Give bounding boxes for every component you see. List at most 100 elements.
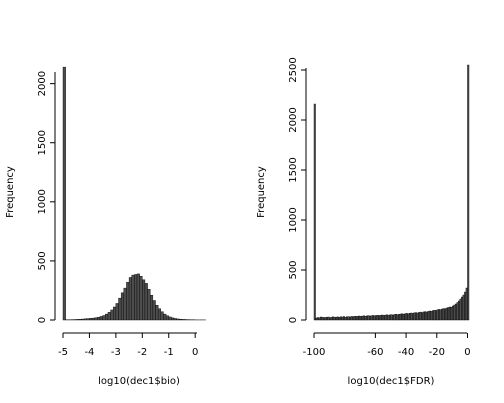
fdr-y-tick-label: 0 — [288, 317, 299, 323]
fdr-histogram-bar — [421, 312, 424, 321]
fdr-histogram-bar — [398, 314, 401, 321]
bio-x-tick-label: -4 — [84, 347, 94, 358]
fdr-histogram-bar — [316, 317, 319, 321]
fdr-y-axis-title: Frequency — [256, 166, 267, 218]
fdr-histogram-bar — [346, 316, 348, 321]
bio-histogram-bar — [62, 66, 66, 321]
fdr-histogram-bar — [323, 317, 325, 321]
fdr-histogram-bar — [451, 305, 454, 321]
bio-y-ticks: 0 500 1000 1500 2000 — [37, 71, 55, 323]
fdr-histogram-bar — [355, 316, 358, 321]
fdr-histogram-bar — [332, 316, 335, 321]
fdr-histogram-bar — [375, 315, 378, 321]
bio-histogram-bar — [105, 313, 109, 321]
fdr-histogram-bar — [319, 316, 322, 321]
fdr-histogram-bar — [313, 103, 316, 321]
fdr-y-tick-label: 500 — [288, 260, 299, 279]
fdr-histogram-bar — [321, 317, 324, 321]
fdr-histogram-bar — [454, 303, 457, 321]
fdr-histogram-bar — [453, 304, 456, 321]
fdr-histogram-bar — [338, 317, 341, 321]
bio-histogram-bar — [142, 279, 146, 321]
bio-histogram-bar — [78, 319, 82, 321]
fdr-histogram-bar — [405, 313, 408, 321]
bio-histogram-bar — [118, 297, 122, 321]
bio-histogram-bar — [89, 318, 93, 321]
fdr-histogram-bar — [412, 313, 414, 321]
bio-x-ticks: -5 -4 -3 -2 -1 0 — [58, 333, 198, 358]
bio-histogram-bar — [120, 292, 125, 321]
bio-histogram-bar — [160, 311, 164, 321]
fdr-y-tick-label: 2500 — [288, 57, 299, 82]
fdr-histogram-bar — [333, 317, 336, 321]
fdr-histogram-bar — [367, 315, 370, 321]
fdr-histogram-bar — [384, 314, 387, 321]
bio-histogram-bar — [181, 319, 185, 321]
fdr-histogram-bar — [361, 315, 364, 321]
fdr-histogram-bar — [370, 315, 373, 321]
fdr-x-tick-label: 0 — [464, 347, 470, 358]
fdr-x-ticks: -100 -60 -40 -20 0 — [303, 333, 471, 358]
fdr-histogram-bar — [465, 287, 468, 321]
bio-histogram-bar — [126, 281, 130, 321]
fdr-histogram-bar — [433, 310, 436, 321]
fdr-histogram-bar — [415, 312, 418, 321]
bio-x-tick-label: 0 — [192, 347, 198, 358]
fdr-y-tick-label: 2000 — [288, 107, 299, 132]
fdr-histogram-bar — [347, 316, 350, 321]
bio-y-tick-label: 500 — [37, 251, 48, 270]
bio-y-tick-label: 0 — [37, 317, 48, 323]
bio-histogram-bar — [91, 317, 95, 321]
bio-histogram-bar — [131, 274, 135, 321]
bio-histogram-bar — [171, 317, 175, 321]
bio-histogram-bar — [107, 312, 111, 321]
fdr-histogram-bar — [430, 311, 433, 321]
fdr-x-axis-title: log10(dec1$FDR) — [348, 376, 435, 387]
fdr-histogram-bar — [330, 317, 333, 321]
fdr-histogram-bar — [461, 296, 464, 321]
fdr-histogram-bar — [444, 308, 447, 321]
bio-x-tick-label: -5 — [58, 347, 68, 358]
bio-y-tick-label: 2000 — [37, 71, 48, 96]
bio-y-tick-label: 1500 — [37, 130, 48, 155]
fdr-histogram-bar — [378, 315, 381, 321]
fdr-histogram-bar — [396, 314, 399, 321]
fdr-histogram-bar — [410, 312, 413, 321]
fdr-histogram-bar — [344, 317, 347, 321]
fdr-histogram-bar — [381, 314, 384, 321]
bio-histogram-bar — [94, 317, 98, 321]
fdr-histogram-bar — [439, 309, 442, 321]
fdr-histogram-bar — [329, 317, 332, 321]
fdr-histogram-bar — [467, 64, 470, 321]
bio-x-tick-label: -1 — [164, 347, 174, 358]
fdr-histogram-bar — [393, 314, 396, 321]
fdr-histogram-bar — [336, 316, 339, 321]
bio-histogram-bar — [157, 308, 162, 321]
fdr-x-tick-label: -20 — [429, 347, 445, 358]
fdr-histogram-bar — [379, 315, 382, 321]
bio-x-tick-label: -2 — [137, 347, 147, 358]
bio-histogram-bar — [97, 316, 101, 321]
fdr-histogram-bar — [358, 315, 361, 321]
bio-histogram-bar — [176, 318, 180, 321]
bio-y-tick-label: 1000 — [37, 189, 48, 214]
fdr-histogram-bar — [418, 312, 421, 321]
fdr-histogram-bar — [373, 315, 376, 321]
fdr-histogram-bar — [431, 310, 434, 321]
fdr-histogram-bar — [385, 314, 388, 321]
fdr-histogram-bar — [407, 313, 410, 321]
bio-histogram-bar — [83, 318, 87, 321]
fdr-histogram-bar — [399, 313, 402, 321]
fdr-histogram-bar — [365, 315, 368, 321]
fdr-histogram-bar — [435, 310, 437, 321]
fdr-histogram-bar — [353, 316, 356, 321]
fdr-histogram-bar — [364, 316, 367, 321]
panel-bio-histogram: 0 500 1000 1500 2000 -5 -4 -3 -2 -1 0 log10(dec1$… — [5, 66, 206, 387]
bio-histogram-bar — [179, 318, 183, 321]
bio-histogram-bar — [113, 306, 117, 321]
panel-fdr-histogram: 0 500 1000 1500 2000 2500 -100 -60 -40 -20 0 log1… — [256, 57, 471, 387]
fdr-histogram-bar — [422, 311, 425, 321]
bio-histogram-bar — [102, 315, 106, 321]
fdr-histogram-bar — [404, 313, 407, 321]
fdr-histogram-bar — [450, 307, 453, 321]
